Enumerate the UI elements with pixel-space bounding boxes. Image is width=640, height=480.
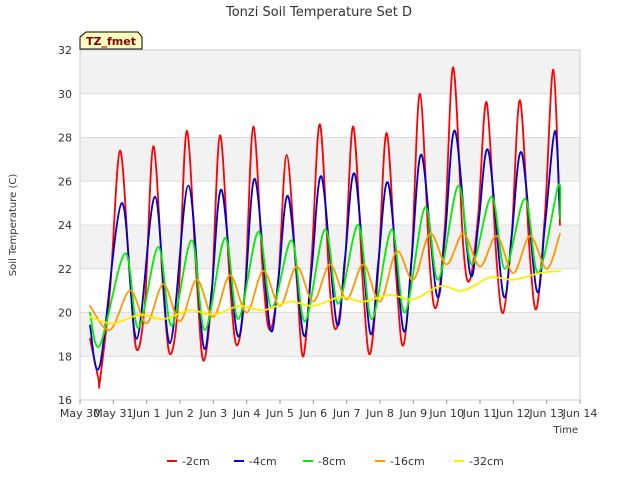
x-tick-label: May 31 [93,407,133,420]
plot-band [80,50,580,94]
x-tick-label: Jun 3 [198,407,227,420]
plot-band [80,312,580,357]
x-tick-label: Jun 2 [165,407,194,420]
plot-band [80,356,580,400]
series-line-16cm [89,232,561,331]
y-tick-label: 24 [58,219,72,232]
y-tick-label: 32 [58,44,72,57]
legend-label: -2cm [182,455,210,468]
y-axis-label: Soil Temperature (C) [8,174,19,277]
legend-label: -16cm [390,455,425,468]
x-tick-label: Jun 4 [232,407,261,420]
series-line-4cm [89,129,561,371]
x-tick-label: May 30 [60,407,100,420]
series-line-8cm [89,183,562,348]
legend-label: -32cm [469,455,504,468]
x-tick-label: Jun 5 [265,407,294,420]
x-axis-label: Time [553,425,578,436]
x-tick-label: Jun 9 [398,407,427,420]
x-tick-label: Jun 8 [365,407,394,420]
plot-band [80,137,580,182]
station-badge: TZ_fmet [79,31,143,50]
x-tick-label: Jun 6 [298,407,327,420]
y-tick-label: 28 [58,132,72,145]
series-line-2cm [89,66,561,389]
series-lines [89,66,562,389]
y-tick-labels: 16 18 20 22 24 26 28 30 32 [58,44,72,407]
legend-label: -4cm [249,455,277,468]
y-tick-label: 30 [58,88,72,101]
plot-band [80,93,580,138]
series-line-32cm [89,270,561,325]
y-tick-label: 18 [58,350,72,363]
plot-band [80,181,580,225]
badge-label: TZ_fmet [86,35,136,48]
legend: -2cm -4cm -8cm -16cm -32cm [167,455,504,468]
y-tick-label: 16 [58,394,72,407]
y-tick-label: 22 [58,263,72,276]
y-tick-label: 26 [58,175,72,188]
x-tick-label: Jun 11 [462,407,498,420]
x-tick-label: Jun 10 [428,407,464,420]
y-tick-label: 20 [58,307,72,320]
x-tick-label: Jun 14 [562,407,598,420]
x-tick-label: Jun 13 [528,407,564,420]
chart-title: Tonzi Soil Temperature Set D [225,5,412,20]
x-tick-label: Jun 12 [495,407,531,420]
legend-label: -8cm [318,455,346,468]
x-tick-label: Jun 7 [332,407,361,420]
x-tick-label: Jun 1 [132,407,161,420]
plot-frame [79,49,581,401]
badge-shape [79,31,143,50]
